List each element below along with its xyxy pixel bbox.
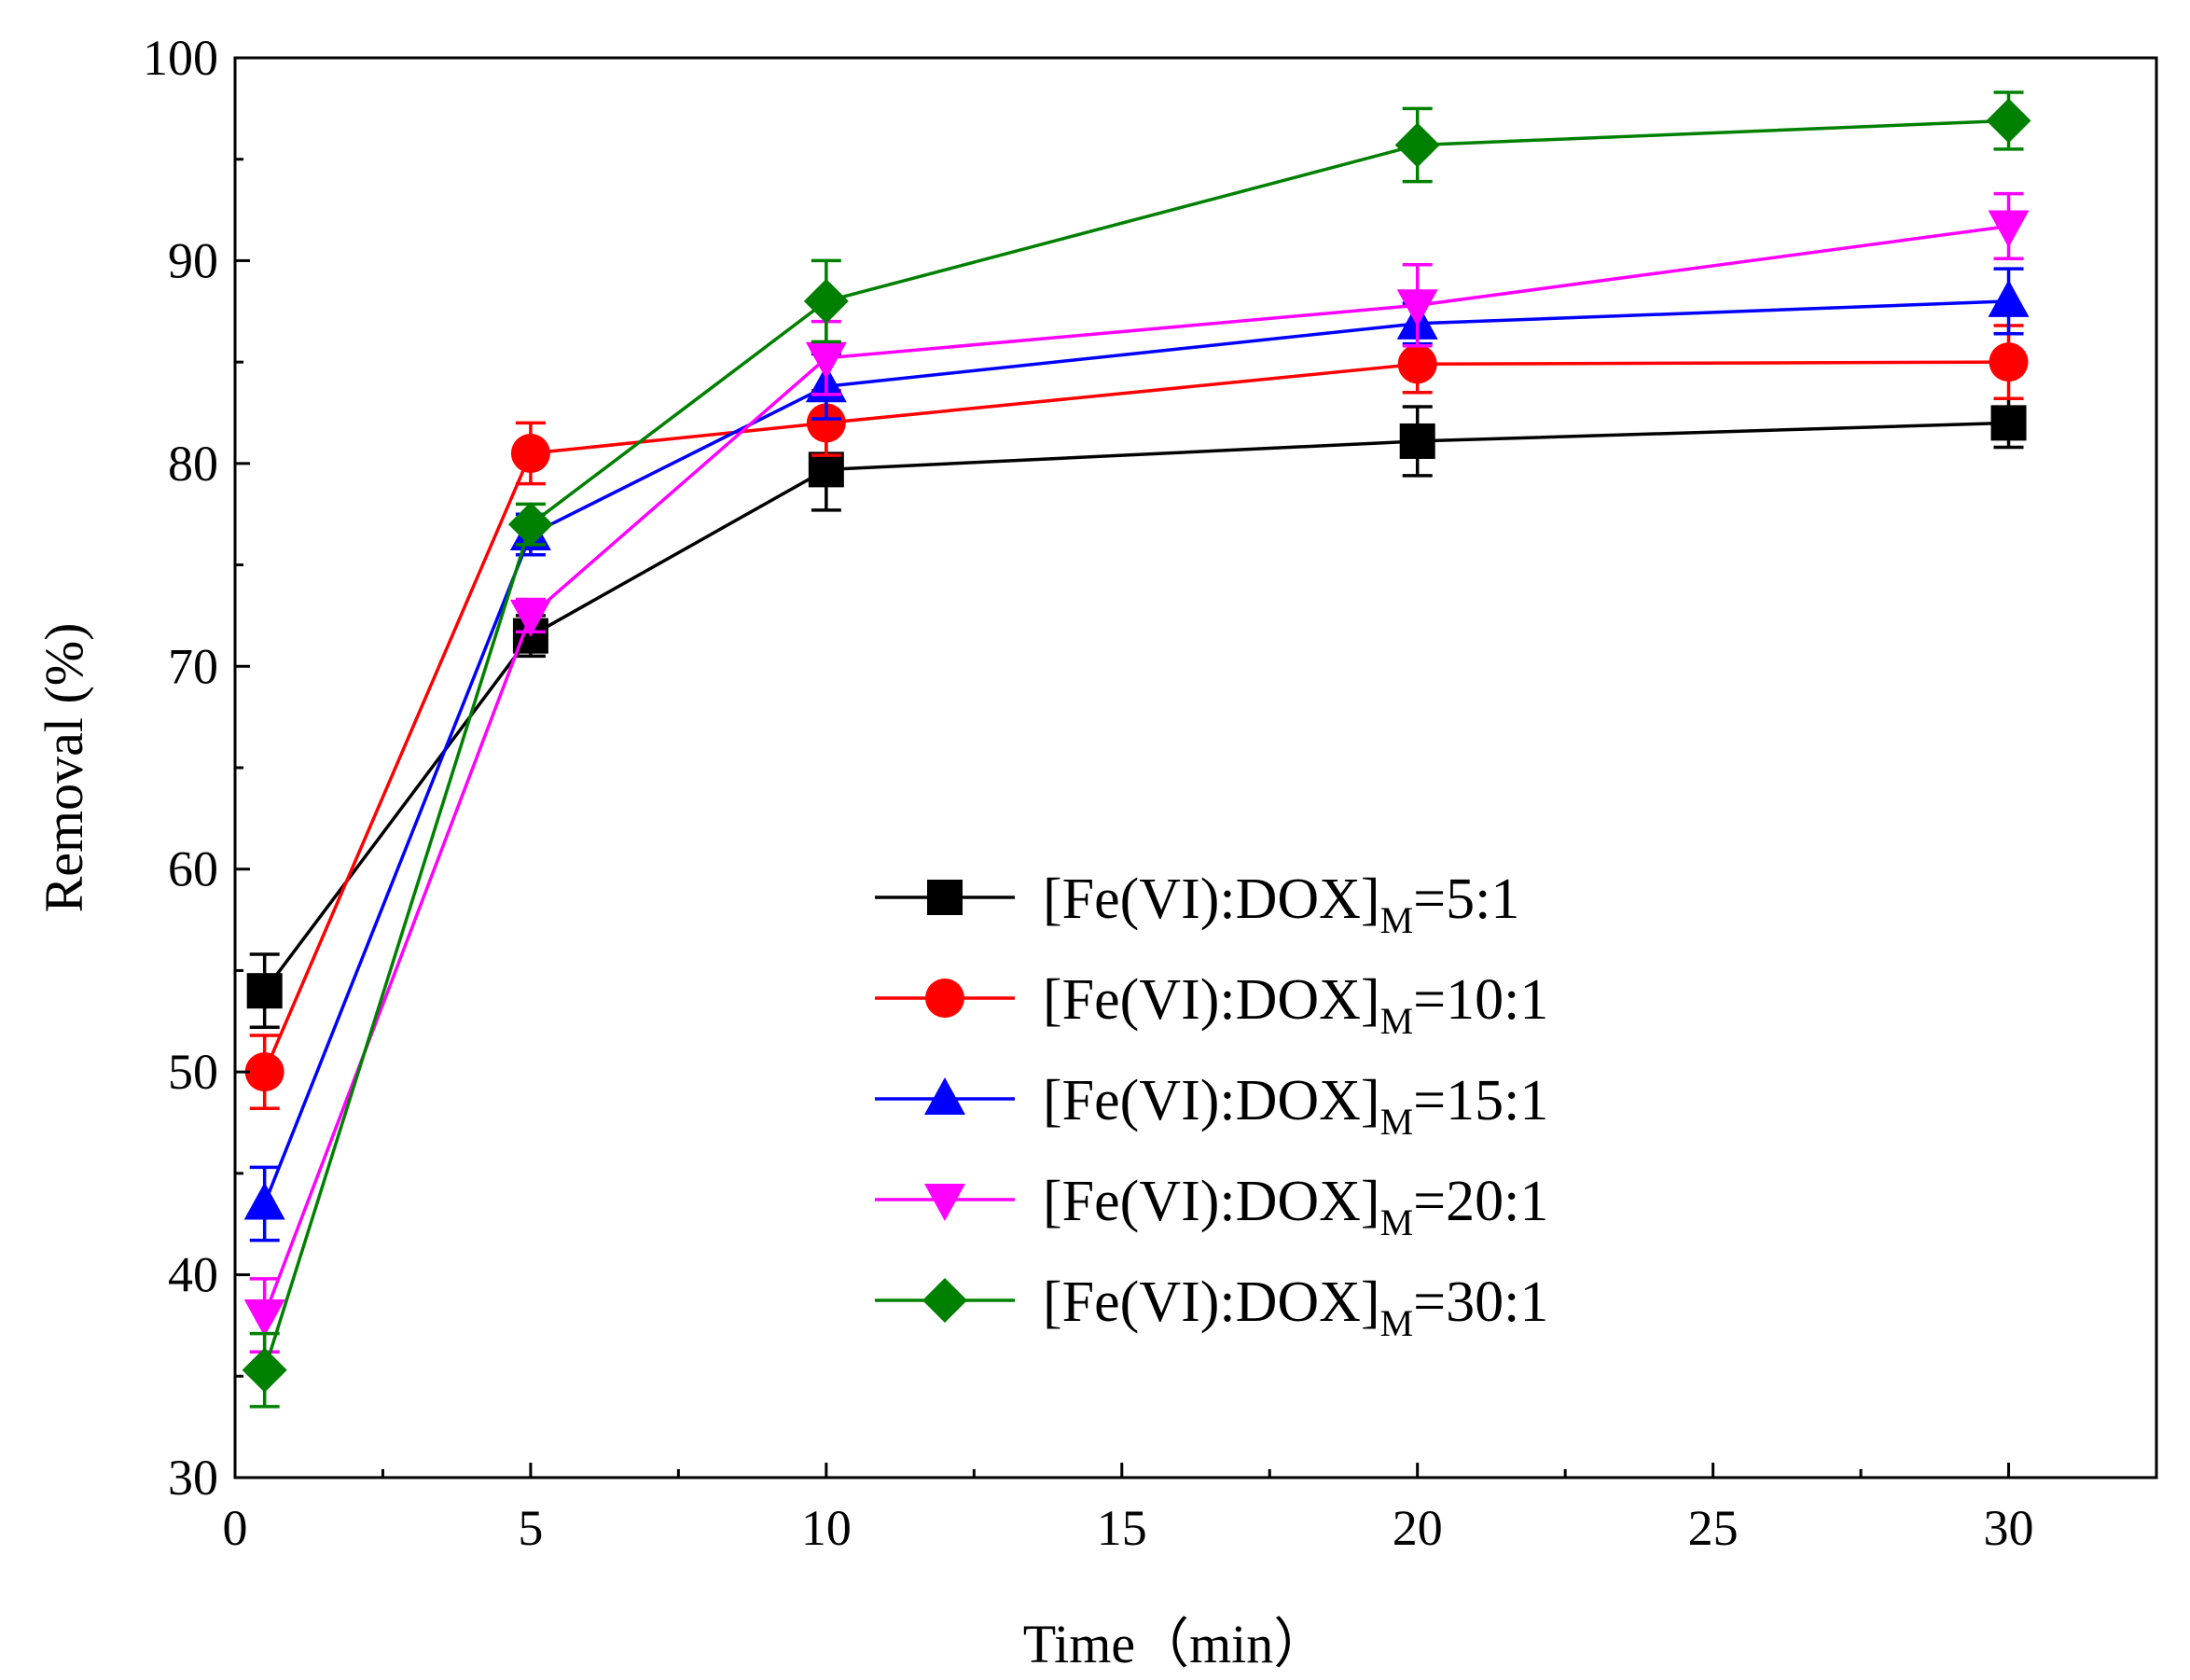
- legend-label: [Fe(VI):DOX]M=30:1: [1043, 1270, 1548, 1344]
- data-point: [1986, 98, 2031, 144]
- legend-item-1: [Fe(VI):DOX]M=5:1: [875, 868, 1519, 941]
- legend-label: [Fe(VI):DOX]M=10:1: [1043, 968, 1548, 1042]
- legend-marker: [924, 1184, 965, 1221]
- data-point: [803, 278, 849, 324]
- y-tick-label: 90: [168, 232, 218, 288]
- y-tick-label: 60: [168, 841, 218, 897]
- legend-item-5: [Fe(VI):DOX]M=30:1: [875, 1270, 1548, 1344]
- data-point: [510, 433, 550, 473]
- data-point: [1399, 423, 1435, 459]
- data-point: [1394, 122, 1440, 168]
- data-point: [808, 451, 844, 488]
- legend-marker: [924, 1077, 965, 1115]
- data-point: [1397, 344, 1437, 384]
- data-point: [806, 403, 846, 443]
- legend-marker: [927, 880, 963, 915]
- data-point: [1990, 405, 2027, 441]
- plot-frame: [233, 56, 2158, 1479]
- data-point: [805, 341, 847, 380]
- x-tick-label: 20: [1393, 1500, 1443, 1556]
- data-point: [1989, 342, 2029, 382]
- legend-item-3: [Fe(VI):DOX]M=15:1: [875, 1069, 1548, 1143]
- data-point: [242, 1347, 287, 1393]
- data-point: [1988, 279, 2030, 317]
- data-point: [1988, 210, 2030, 248]
- series-line: [263, 224, 2009, 1316]
- x-tick-label: 15: [1097, 1500, 1147, 1556]
- y-tick-label: 80: [168, 436, 218, 492]
- legend-marker: [922, 1278, 967, 1323]
- x-tick-label: 0: [223, 1500, 248, 1556]
- data-point: [243, 1299, 285, 1338]
- x-tick-label: 5: [518, 1500, 543, 1556]
- series-4: [243, 191, 2030, 1354]
- series-5: [242, 90, 2031, 1409]
- x-tick-label: 10: [801, 1500, 852, 1556]
- data-point: [244, 1052, 284, 1092]
- legend-label: [Fe(VI):DOX]M=15:1: [1043, 1069, 1548, 1143]
- legend-label: [Fe(VI):DOX]M=5:1: [1043, 868, 1519, 941]
- data-point: [246, 973, 283, 1009]
- y-tick-label: 70: [168, 638, 218, 694]
- y-tick-label: 50: [168, 1044, 218, 1100]
- x-tick-label: 25: [1688, 1500, 1739, 1556]
- y-tick-label: 30: [168, 1450, 218, 1506]
- y-tick-label: 100: [143, 30, 218, 86]
- data-point: [243, 1182, 285, 1220]
- legend-item-4: [Fe(VI):DOX]M=20:1: [875, 1170, 1548, 1243]
- legend-marker: [925, 979, 964, 1018]
- data-point: [1396, 289, 1438, 327]
- y-axis-title: Removal (%): [34, 623, 94, 913]
- x-tick-label: 30: [1984, 1500, 2034, 1556]
- legend: [Fe(VI):DOX]M=5:1 [Fe(VI):DOX]M=10:1 [Fe(V…: [875, 868, 1548, 1344]
- data-point: [507, 502, 553, 548]
- series-2: [244, 324, 2029, 1111]
- legend-item-2: [Fe(VI):DOX]M=10:1: [875, 968, 1548, 1042]
- data-point: [509, 599, 551, 637]
- legend-label: [Fe(VI):DOX]M=20:1: [1043, 1170, 1548, 1243]
- y-tick-label: 40: [168, 1247, 218, 1303]
- x-axis-title: Time（min）: [1023, 1614, 1328, 1674]
